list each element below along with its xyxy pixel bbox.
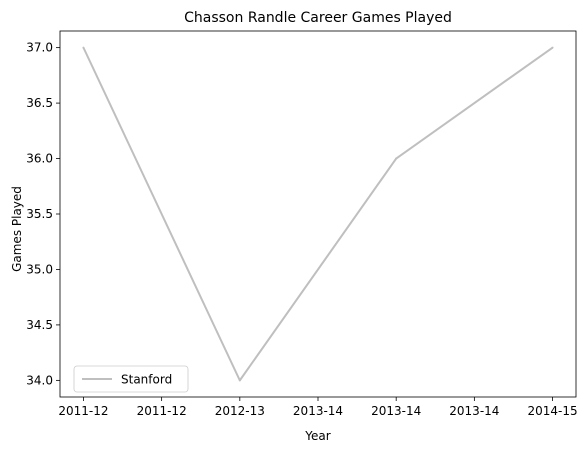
y-tick-label: 34.5: [26, 318, 53, 332]
data-point: [238, 379, 241, 382]
chart-title: Chasson Randle Career Games Played: [184, 10, 452, 26]
legend-box: [73, 365, 189, 393]
y-tick-label: 34.0: [26, 373, 53, 387]
y-axis-label: Games Played: [10, 186, 24, 272]
legend: Stanford: [73, 365, 189, 393]
data-point: [551, 46, 554, 49]
x-tick-label: 2011-12: [137, 404, 187, 418]
x-tick-label: 2013-14: [293, 404, 343, 418]
x-tick-label: 2014-15: [527, 404, 577, 418]
x-tick-label: 2011-12: [58, 404, 108, 418]
y-tick-label: 37.0: [26, 41, 53, 55]
y-tick-label: 35.0: [26, 262, 53, 276]
x-tick-label: 2013-14: [449, 404, 499, 418]
data-point: [82, 46, 85, 49]
y-tick-label: 36.5: [26, 96, 53, 110]
legend-label-stanford: Stanford: [121, 373, 172, 387]
y-tick-label: 36.0: [26, 152, 53, 166]
x-axis-label: Year: [304, 429, 330, 443]
x-tick-label: 2013-14: [371, 404, 421, 418]
x-tick-label: 2012-13: [215, 404, 265, 418]
y-axis: 34.0 34.5 35.0 35.5 36.0 36.5 37.0: [26, 41, 60, 387]
y-tick-label: 35.5: [26, 207, 53, 221]
x-axis: 2011-12 2011-12 2012-13 2013-14 2013-14 2013-…: [58, 397, 578, 418]
data-point: [395, 157, 398, 160]
series-line-stanford: [82, 46, 554, 382]
plot-area: [82, 46, 554, 382]
